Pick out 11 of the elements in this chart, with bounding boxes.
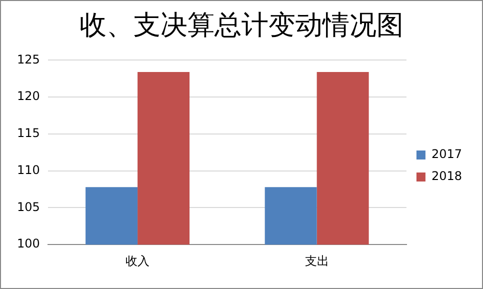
chart-title: 收、支决算总计变动情况图 (78, 9, 404, 43)
x-tick-label: 支出 (304, 254, 329, 268)
y-tick-label: 120 (17, 89, 40, 104)
x-tick-label: 收入 (126, 254, 150, 268)
y-tick-label: 115 (17, 126, 40, 140)
legend-label: 2017 (431, 147, 462, 162)
legend-label: 2018 (431, 169, 462, 184)
y-tick-label: 110 (17, 162, 40, 177)
y-tick-label: 125 (17, 52, 40, 66)
y-tick-label: 100 (17, 236, 40, 251)
y-tick-label: 105 (17, 200, 40, 214)
